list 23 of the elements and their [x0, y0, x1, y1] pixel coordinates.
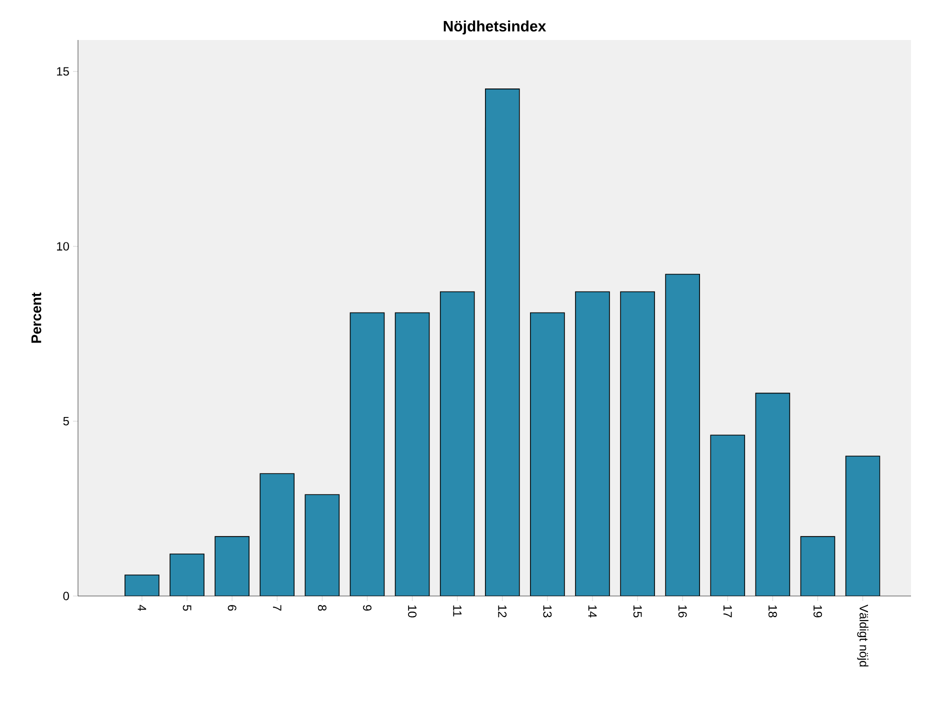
x-tick-label: 18: [768, 605, 777, 618]
y-tick-label: 0: [63, 592, 70, 600]
x-tick-label: 6: [228, 605, 236, 611]
x-tick-label: 12: [498, 605, 507, 618]
y-axis-title: Percent: [31, 292, 42, 343]
x-tick-label: 4: [138, 604, 146, 611]
y-tick-label: 10: [57, 242, 70, 251]
x-tick-label: 11: [453, 605, 462, 616]
y-tick-label: 5: [63, 416, 69, 426]
x-tick-label: 10: [408, 605, 417, 618]
x-tick-label: 9: [362, 605, 372, 611]
chart-title: Nöjdhetsindex: [444, 20, 546, 34]
x-tick-label: 7: [273, 605, 282, 611]
x-tick-label: Väldigt nöjd: [857, 604, 868, 666]
x-tick-label: 5: [182, 605, 192, 611]
x-tick-label: 17: [724, 605, 732, 618]
x-tick-label: 15: [633, 605, 642, 618]
x-tick-label: 16: [678, 605, 687, 618]
y-tick-label: 15: [57, 67, 69, 76]
x-tick-label: 8: [318, 605, 326, 611]
x-tick-label: 14: [588, 605, 597, 618]
x-tick-label: 13: [543, 605, 552, 618]
x-tick-label: 19: [814, 605, 822, 618]
